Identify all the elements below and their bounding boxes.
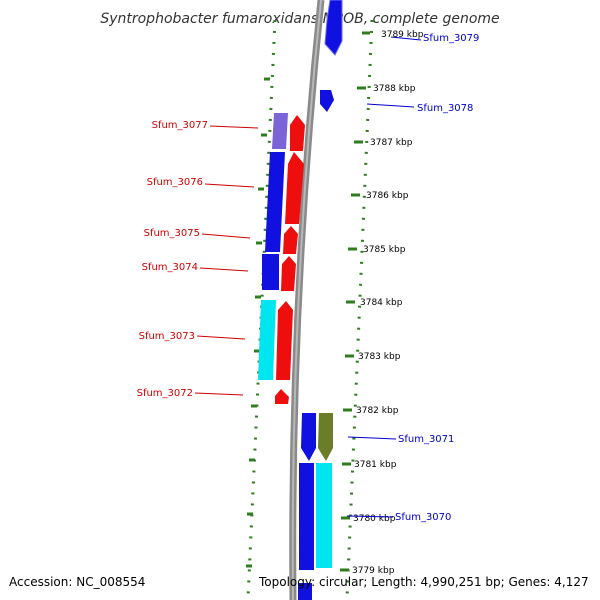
map-title: Syntrophobacter fumaroxidans MPOB, compl… xyxy=(100,11,499,27)
connector-3070 xyxy=(346,515,394,518)
tick-labels: 3789 kbp 3788 kbp 3787 kbp 3786 kbp 3785… xyxy=(352,30,424,576)
topology-text: Topology: circular; Length: 4,990,251 bp… xyxy=(259,575,589,589)
gene-red-3077[interactable] xyxy=(290,115,305,151)
gene-label-sfum-3073[interactable]: Sfum_3073 xyxy=(139,331,195,342)
gene-labels: Sfum_3079 Sfum_3078 Sfum_3077 Sfum_3076 … xyxy=(137,33,480,523)
connector-3077 xyxy=(209,125,259,129)
tick-label: 3786 kbp xyxy=(366,191,409,201)
tick-label: 3783 kbp xyxy=(358,352,401,362)
connector-3073 xyxy=(196,335,246,340)
right-ticks xyxy=(340,31,370,572)
tick-label: 3780 kbp xyxy=(353,514,396,524)
tick-label: 3782 kbp xyxy=(356,406,399,416)
genome-backbone-highlight xyxy=(291,0,322,600)
reverse-genes xyxy=(258,113,305,404)
connector-3076 xyxy=(204,183,255,188)
gene-sfum-3076[interactable] xyxy=(265,152,285,252)
gene-label-sfum-3078[interactable]: Sfum_3078 xyxy=(417,103,473,114)
tick-label: 3781 kbp xyxy=(354,460,397,470)
left-ticks xyxy=(246,77,270,568)
tick-label: 3788 kbp xyxy=(373,84,416,94)
gene-sfum-3070[interactable] xyxy=(316,463,332,568)
connector-3071 xyxy=(347,436,397,440)
gene-blue-backbone[interactable] xyxy=(301,413,316,461)
tick-label: 3789 kbp xyxy=(381,30,424,40)
gene-label-sfum-3075[interactable]: Sfum_3075 xyxy=(144,228,200,239)
gene-label-sfum-3072[interactable]: Sfum_3072 xyxy=(137,388,193,399)
tick-label: 3784 kbp xyxy=(360,298,403,308)
gene-blue-bottom[interactable] xyxy=(298,583,312,600)
tick-label: 3785 kbp xyxy=(363,245,406,255)
right-ruler-dots xyxy=(345,19,374,599)
gene-sfum-3077[interactable] xyxy=(272,113,288,149)
gene-sfum-3073[interactable] xyxy=(258,300,276,380)
gene-label-sfum-3076[interactable]: Sfum_3076 xyxy=(147,177,203,188)
gene-red-3076[interactable] xyxy=(285,152,304,224)
gene-label-sfum-3074[interactable]: Sfum_3074 xyxy=(142,262,198,273)
gene-sfum-3075[interactable] xyxy=(283,226,298,254)
gene-sfum-3071[interactable] xyxy=(318,413,333,461)
gene-label-sfum-3077[interactable]: Sfum_3077 xyxy=(152,120,208,131)
tick-label: 3787 kbp xyxy=(370,138,413,148)
connector-3079 xyxy=(390,36,422,41)
gene-red-3073[interactable] xyxy=(276,301,293,380)
gene-sfum-3078[interactable] xyxy=(320,90,334,112)
gene-label-sfum-3070[interactable]: Sfum_3070 xyxy=(395,512,451,523)
connector-3072 xyxy=(194,392,244,396)
gene-sfum-3072[interactable] xyxy=(275,389,289,404)
connector-3075 xyxy=(201,233,251,239)
gene-label-sfum-3071[interactable]: Sfum_3071 xyxy=(398,434,454,445)
connector-3078 xyxy=(366,103,415,108)
gene-sfum-3079[interactable] xyxy=(324,0,343,56)
gene-label-sfum-3079[interactable]: Sfum_3079 xyxy=(423,33,479,44)
forward-genes xyxy=(298,0,343,600)
gene-sfum-3074[interactable] xyxy=(262,254,279,290)
accession-text: Accession: NC_008554 xyxy=(9,575,146,589)
connector-3074 xyxy=(199,267,249,272)
gene-red-3074[interactable] xyxy=(281,256,296,291)
tick-label: 3779 kbp xyxy=(352,566,395,576)
gene-blue-lower[interactable] xyxy=(299,463,314,570)
label-connectors xyxy=(194,36,422,518)
